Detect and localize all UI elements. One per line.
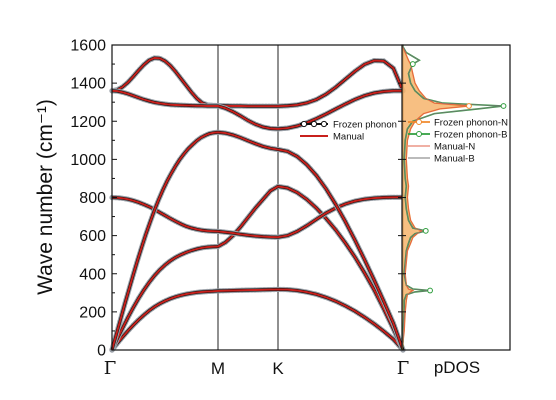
- y-tick-label: 1400: [70, 76, 106, 93]
- x-tick-label-1: Γ: [104, 358, 117, 379]
- manual-branch-2: [111, 185, 404, 351]
- pdos-legend-marker: [416, 131, 422, 137]
- band-structure-plot: 0 200 400 600 800 1000 1200 1400 1600 Γ M K Γ Wave …: [34, 38, 409, 380]
- manual-branch-6: [111, 89, 403, 130]
- y-axis-label: Wave number (cm⁻¹): [34, 99, 57, 295]
- manual-branch-1: [111, 288, 404, 351]
- pdos-manual-N: [401, 44, 470, 351]
- pdos-peak-marker: [409, 61, 416, 67]
- pdos-legend-item-1: Frozen phonon-N: [408, 118, 508, 129]
- pdos-legend-label: Frozen phonon-N: [434, 118, 508, 129]
- pdos-legend-label: Frozen phonon-B: [434, 130, 507, 141]
- pdos-legend-item-3: Manual-N: [408, 142, 475, 153]
- legend-label: Manual: [333, 132, 364, 143]
- legend-item-1: Frozen phonon: [300, 120, 397, 131]
- pdos-legend-item-4: Manual-B: [408, 154, 475, 165]
- pdos-legend-item-2: Frozen phonon-B: [408, 130, 507, 141]
- legend-marker: [310, 120, 318, 128]
- x-tick-label-2: M: [211, 359, 225, 378]
- pdos-y-ticks: [402, 44, 406, 351]
- pdos-peak-marker: [422, 227, 429, 234]
- dispersion-curves: [109, 55, 406, 353]
- y-tick-label: 1200: [70, 114, 106, 131]
- pdos-legend-label: Manual-N: [434, 142, 475, 153]
- pdos-legend-label: Manual-B: [434, 154, 475, 165]
- manual-branch-4: [111, 131, 404, 351]
- y-tick-label: 800: [79, 190, 106, 207]
- y-tick-label: 400: [79, 266, 106, 283]
- legend-marker: [320, 120, 328, 128]
- legend-marker: [300, 120, 308, 128]
- y-axis-ticks: 0 200 400 600 800 1000 1200 1400 1600: [70, 38, 403, 360]
- y-tick-label: 1600: [70, 38, 106, 55]
- y-tick-label: 1000: [70, 152, 106, 169]
- pdos-peak-marker: [466, 103, 472, 109]
- x-tick-label-4: Γ: [397, 358, 410, 379]
- pdos-curves: [401, 44, 507, 351]
- pdos-peak-marker: [500, 103, 507, 109]
- legend-item-2: Manual: [300, 132, 364, 143]
- pdos-manual-B: [401, 44, 504, 351]
- x-tick-label-3: K: [272, 359, 284, 378]
- legend-label: Frozen phonon: [333, 120, 397, 131]
- pdos-peak-marker: [427, 287, 433, 294]
- y-tick-label: 200: [79, 304, 106, 321]
- y-tick-label: 0: [97, 343, 106, 360]
- y-tick-label: 600: [79, 228, 106, 245]
- pdos-legend-marker: [416, 119, 422, 125]
- pdos-x-label: pDOS: [434, 358, 480, 377]
- high-symmetry-lines: [217, 45, 279, 350]
